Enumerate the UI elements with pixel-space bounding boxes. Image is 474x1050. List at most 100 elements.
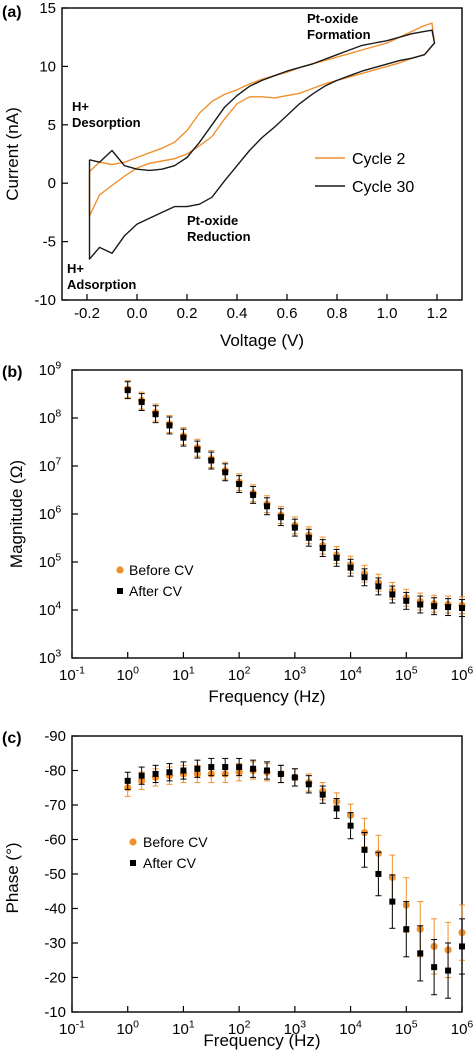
y-tick-label: -90 bbox=[44, 728, 66, 745]
data-point bbox=[194, 446, 201, 453]
panel-b-magnitude-chart: 10-1 100 101 102 103 104 105 106 103 104 105 106 107… bbox=[2, 359, 473, 706]
data-point bbox=[319, 791, 326, 798]
data-point bbox=[152, 411, 159, 418]
data-point bbox=[124, 777, 131, 784]
x-tick-label: 100 bbox=[116, 1018, 139, 1038]
data-point bbox=[403, 597, 410, 604]
y-axis-label: Phase (°) bbox=[3, 842, 22, 913]
x-tick-label: 104 bbox=[339, 1018, 362, 1038]
data-point bbox=[347, 822, 354, 829]
data-point bbox=[431, 603, 438, 610]
x-axis-label: Frequency (Hz) bbox=[203, 1031, 320, 1050]
x-tick-label: 0.4 bbox=[227, 305, 248, 322]
y-tick-label: 104 bbox=[39, 599, 62, 619]
data-point bbox=[389, 898, 396, 905]
data-point bbox=[459, 605, 465, 612]
x-tick-label: 10-1 bbox=[59, 664, 85, 684]
annotation-text: Reduction bbox=[187, 229, 251, 244]
data-point bbox=[250, 765, 257, 772]
data-point bbox=[375, 871, 382, 877]
x-tick-label: 1.2 bbox=[427, 305, 448, 322]
data-point bbox=[236, 481, 243, 488]
data-point bbox=[347, 564, 354, 571]
legend-label: Before CV bbox=[143, 834, 208, 850]
legend-marker bbox=[116, 566, 124, 574]
y-tick-label: 10 bbox=[39, 58, 56, 75]
data-point bbox=[333, 554, 340, 561]
data-point bbox=[277, 514, 284, 521]
x-tick-label: 102 bbox=[228, 664, 251, 684]
x-axis-label: Frequency (Hz) bbox=[208, 687, 325, 706]
data-point bbox=[305, 781, 312, 788]
data-point bbox=[277, 770, 284, 777]
x-tick-label: -0.2 bbox=[74, 305, 100, 322]
data-point bbox=[403, 926, 410, 933]
x-tick-label: 100 bbox=[116, 664, 139, 684]
x-tick-label: 101 bbox=[172, 664, 195, 684]
data-point bbox=[180, 434, 187, 441]
x-tick-label: 10-1 bbox=[59, 1018, 85, 1038]
data-point bbox=[180, 767, 187, 774]
legend-marker bbox=[129, 838, 137, 846]
data-point bbox=[319, 545, 326, 552]
y-tick-label: 109 bbox=[39, 359, 62, 379]
y-tick-label: -20 bbox=[44, 970, 66, 987]
y-tick-label: -10 bbox=[44, 1004, 66, 1021]
data-point bbox=[333, 805, 340, 812]
y-tick-label: -30 bbox=[44, 935, 66, 952]
y-tick-label: -40 bbox=[44, 901, 66, 918]
data-point bbox=[208, 457, 215, 464]
data-point bbox=[166, 769, 173, 776]
annotation-text: Pt-oxide bbox=[307, 11, 358, 26]
y-tick-label: 105 bbox=[39, 551, 62, 571]
data-point bbox=[263, 503, 270, 510]
panel-label: (c) bbox=[2, 730, 22, 747]
x-tick-label: 105 bbox=[395, 1018, 418, 1038]
x-tick-label: 102 bbox=[228, 1018, 251, 1038]
annotation-text: Formation bbox=[307, 27, 371, 42]
series-line bbox=[88, 29, 436, 260]
data-point bbox=[417, 950, 424, 957]
y-tick-label: 108 bbox=[39, 407, 62, 427]
x-tick-label: 103 bbox=[284, 1018, 307, 1038]
y-tick-label: -10 bbox=[34, 292, 56, 309]
y-tick-label: -80 bbox=[44, 763, 66, 780]
data-point bbox=[305, 534, 312, 541]
legend-label: Cycle 2 bbox=[352, 151, 405, 168]
legend-label: Cycle 30 bbox=[352, 179, 414, 196]
legend-marker bbox=[117, 588, 123, 594]
data-point bbox=[222, 469, 229, 476]
y-tick-label: 15 bbox=[39, 0, 56, 17]
data-point bbox=[445, 967, 452, 974]
x-axis-label: Voltage (V) bbox=[220, 331, 304, 350]
panel-c-phase-chart: 10-1 100 101 102 103 104 105 106 -90 -80 -70 -60 -50… bbox=[2, 728, 473, 1050]
y-tick-label: -60 bbox=[44, 832, 66, 849]
data-point bbox=[389, 591, 396, 598]
y-tick-label: -50 bbox=[44, 866, 66, 883]
x-tick-label: 106 bbox=[451, 1018, 474, 1038]
data-point bbox=[445, 604, 452, 611]
legend-label: After CV bbox=[129, 583, 183, 599]
data-point bbox=[152, 770, 159, 777]
data-point bbox=[166, 422, 173, 429]
data-point bbox=[194, 765, 201, 772]
data-point bbox=[222, 764, 229, 771]
y-tick-label: -70 bbox=[44, 797, 66, 814]
data-point bbox=[208, 764, 215, 771]
data-point bbox=[236, 764, 243, 771]
annotation-text: Adsorption bbox=[67, 277, 136, 292]
y-axis-label: Current (nA) bbox=[3, 107, 22, 201]
x-tick-label: 1.0 bbox=[377, 305, 398, 322]
legend-marker bbox=[130, 860, 136, 866]
data-point bbox=[375, 583, 382, 590]
y-tick-label: 5 bbox=[48, 117, 56, 134]
data-point bbox=[138, 772, 145, 779]
data-point bbox=[138, 399, 145, 406]
panel-label: (a) bbox=[2, 4, 22, 21]
y-tick-label: 106 bbox=[39, 503, 62, 523]
y-tick-label: 0 bbox=[48, 175, 56, 192]
data-point bbox=[263, 767, 270, 774]
data-point bbox=[431, 964, 438, 971]
panel-a-cv-chart: -0.2 0.0 0.2 0.4 0.6 0.8 1.0 1.2 -10 -5 0 5 10 15 Pt-o… bbox=[2, 0, 463, 350]
